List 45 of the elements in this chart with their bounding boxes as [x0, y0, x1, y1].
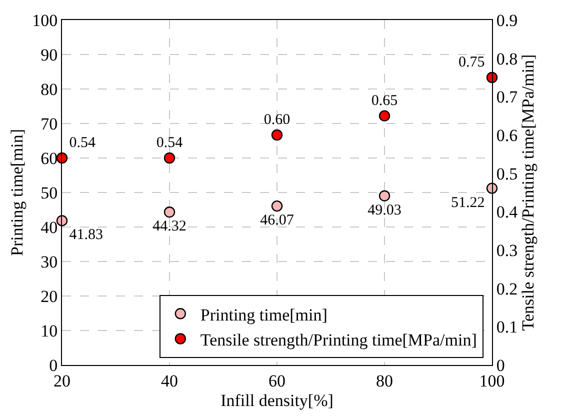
point [164, 152, 176, 164]
y2-tick-label: 0.4 [496, 202, 518, 222]
y-tick-label: 30 [40, 252, 58, 272]
y-tick-label: 20 [40, 286, 58, 306]
y-tick-label: 50 [40, 183, 58, 202]
y-tick-label: 40 [40, 218, 58, 237]
point [486, 182, 498, 194]
y-tick-label: 100 [32, 10, 58, 30]
legend-label: Printing time[min] [200, 305, 328, 324]
legend-label: Tensile strength/Printing time[MPa/min] [200, 330, 477, 350]
y2-tick-label: 0.9 [496, 10, 518, 30]
data-label: 0.54 [69, 135, 96, 151]
x-axis-title: Infill density[%] [220, 390, 334, 410]
point [271, 200, 283, 212]
data-label: 41.83 [69, 227, 103, 244]
data-label: 44.32 [152, 218, 186, 235]
x-tick-label: 60 [268, 371, 286, 390]
y2-axis-title: Tensile strength/Printing time[MPa/min] [518, 54, 538, 331]
data-label: 49.03 [368, 202, 402, 218]
y2-tick-label: 0.8 [496, 49, 518, 68]
y-axis-title: Printing time[min] [8, 128, 27, 256]
y2-tick-label: 0.3 [496, 240, 518, 260]
y2-tick-label: 0.6 [496, 126, 518, 145]
x-tick-label: 80 [376, 371, 393, 390]
data-label: 0.54 [156, 135, 184, 151]
y-tick-label: 90 [40, 45, 58, 64]
point [378, 110, 390, 122]
point [56, 215, 68, 226]
y2-tick-label: 0.5 [496, 164, 518, 184]
data-label: 46.07 [260, 212, 294, 229]
data-label: 0.75 [458, 54, 485, 70]
x-tick-label: 40 [161, 371, 178, 390]
y2-tick-label: 0.1 [496, 318, 518, 337]
y-tick-label: 70 [40, 114, 58, 134]
y2-tick-label: 0.2 [496, 279, 518, 298]
point [378, 190, 390, 202]
data-label: 51.22 [451, 194, 485, 211]
y2-tick-label: 0.7 [496, 88, 518, 107]
y-tick-label: 60 [40, 148, 58, 168]
point [271, 129, 283, 141]
point [164, 206, 176, 218]
y-tick-label: 80 [40, 80, 58, 99]
y-tick-label: 10 [40, 321, 58, 340]
data-label: 0.60 [264, 112, 290, 128]
data-label: 0.65 [371, 92, 398, 109]
